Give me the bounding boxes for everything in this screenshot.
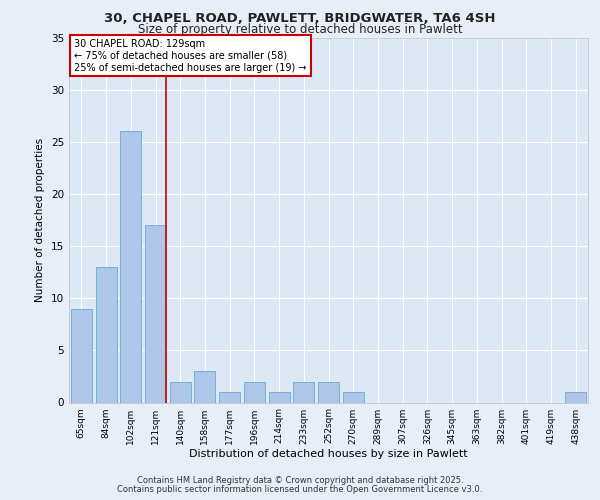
Bar [194,371,215,402]
Bar [71,308,92,402]
Bar [565,392,586,402]
Bar [293,382,314,402]
Text: 30 CHAPEL ROAD: 129sqm
← 75% of detached houses are smaller (58)
25% of semi-det: 30 CHAPEL ROAD: 129sqm ← 75% of detached… [74,40,307,72]
Text: 30, CHAPEL ROAD, PAWLETT, BRIDGWATER, TA6 4SH: 30, CHAPEL ROAD, PAWLETT, BRIDGWATER, TA… [104,12,496,26]
Bar [269,392,290,402]
Text: Contains HM Land Registry data © Crown copyright and database right 2025.: Contains HM Land Registry data © Crown c… [137,476,463,485]
Bar [170,382,191,402]
Bar [318,382,339,402]
Text: Contains public sector information licensed under the Open Government Licence v3: Contains public sector information licen… [118,485,482,494]
Bar [95,267,116,402]
Bar [219,392,240,402]
Bar [120,132,141,402]
Bar [343,392,364,402]
X-axis label: Distribution of detached houses by size in Pawlett: Distribution of detached houses by size … [189,450,468,460]
Bar [145,225,166,402]
Text: Size of property relative to detached houses in Pawlett: Size of property relative to detached ho… [137,22,463,36]
Y-axis label: Number of detached properties: Number of detached properties [35,138,46,302]
Bar [244,382,265,402]
